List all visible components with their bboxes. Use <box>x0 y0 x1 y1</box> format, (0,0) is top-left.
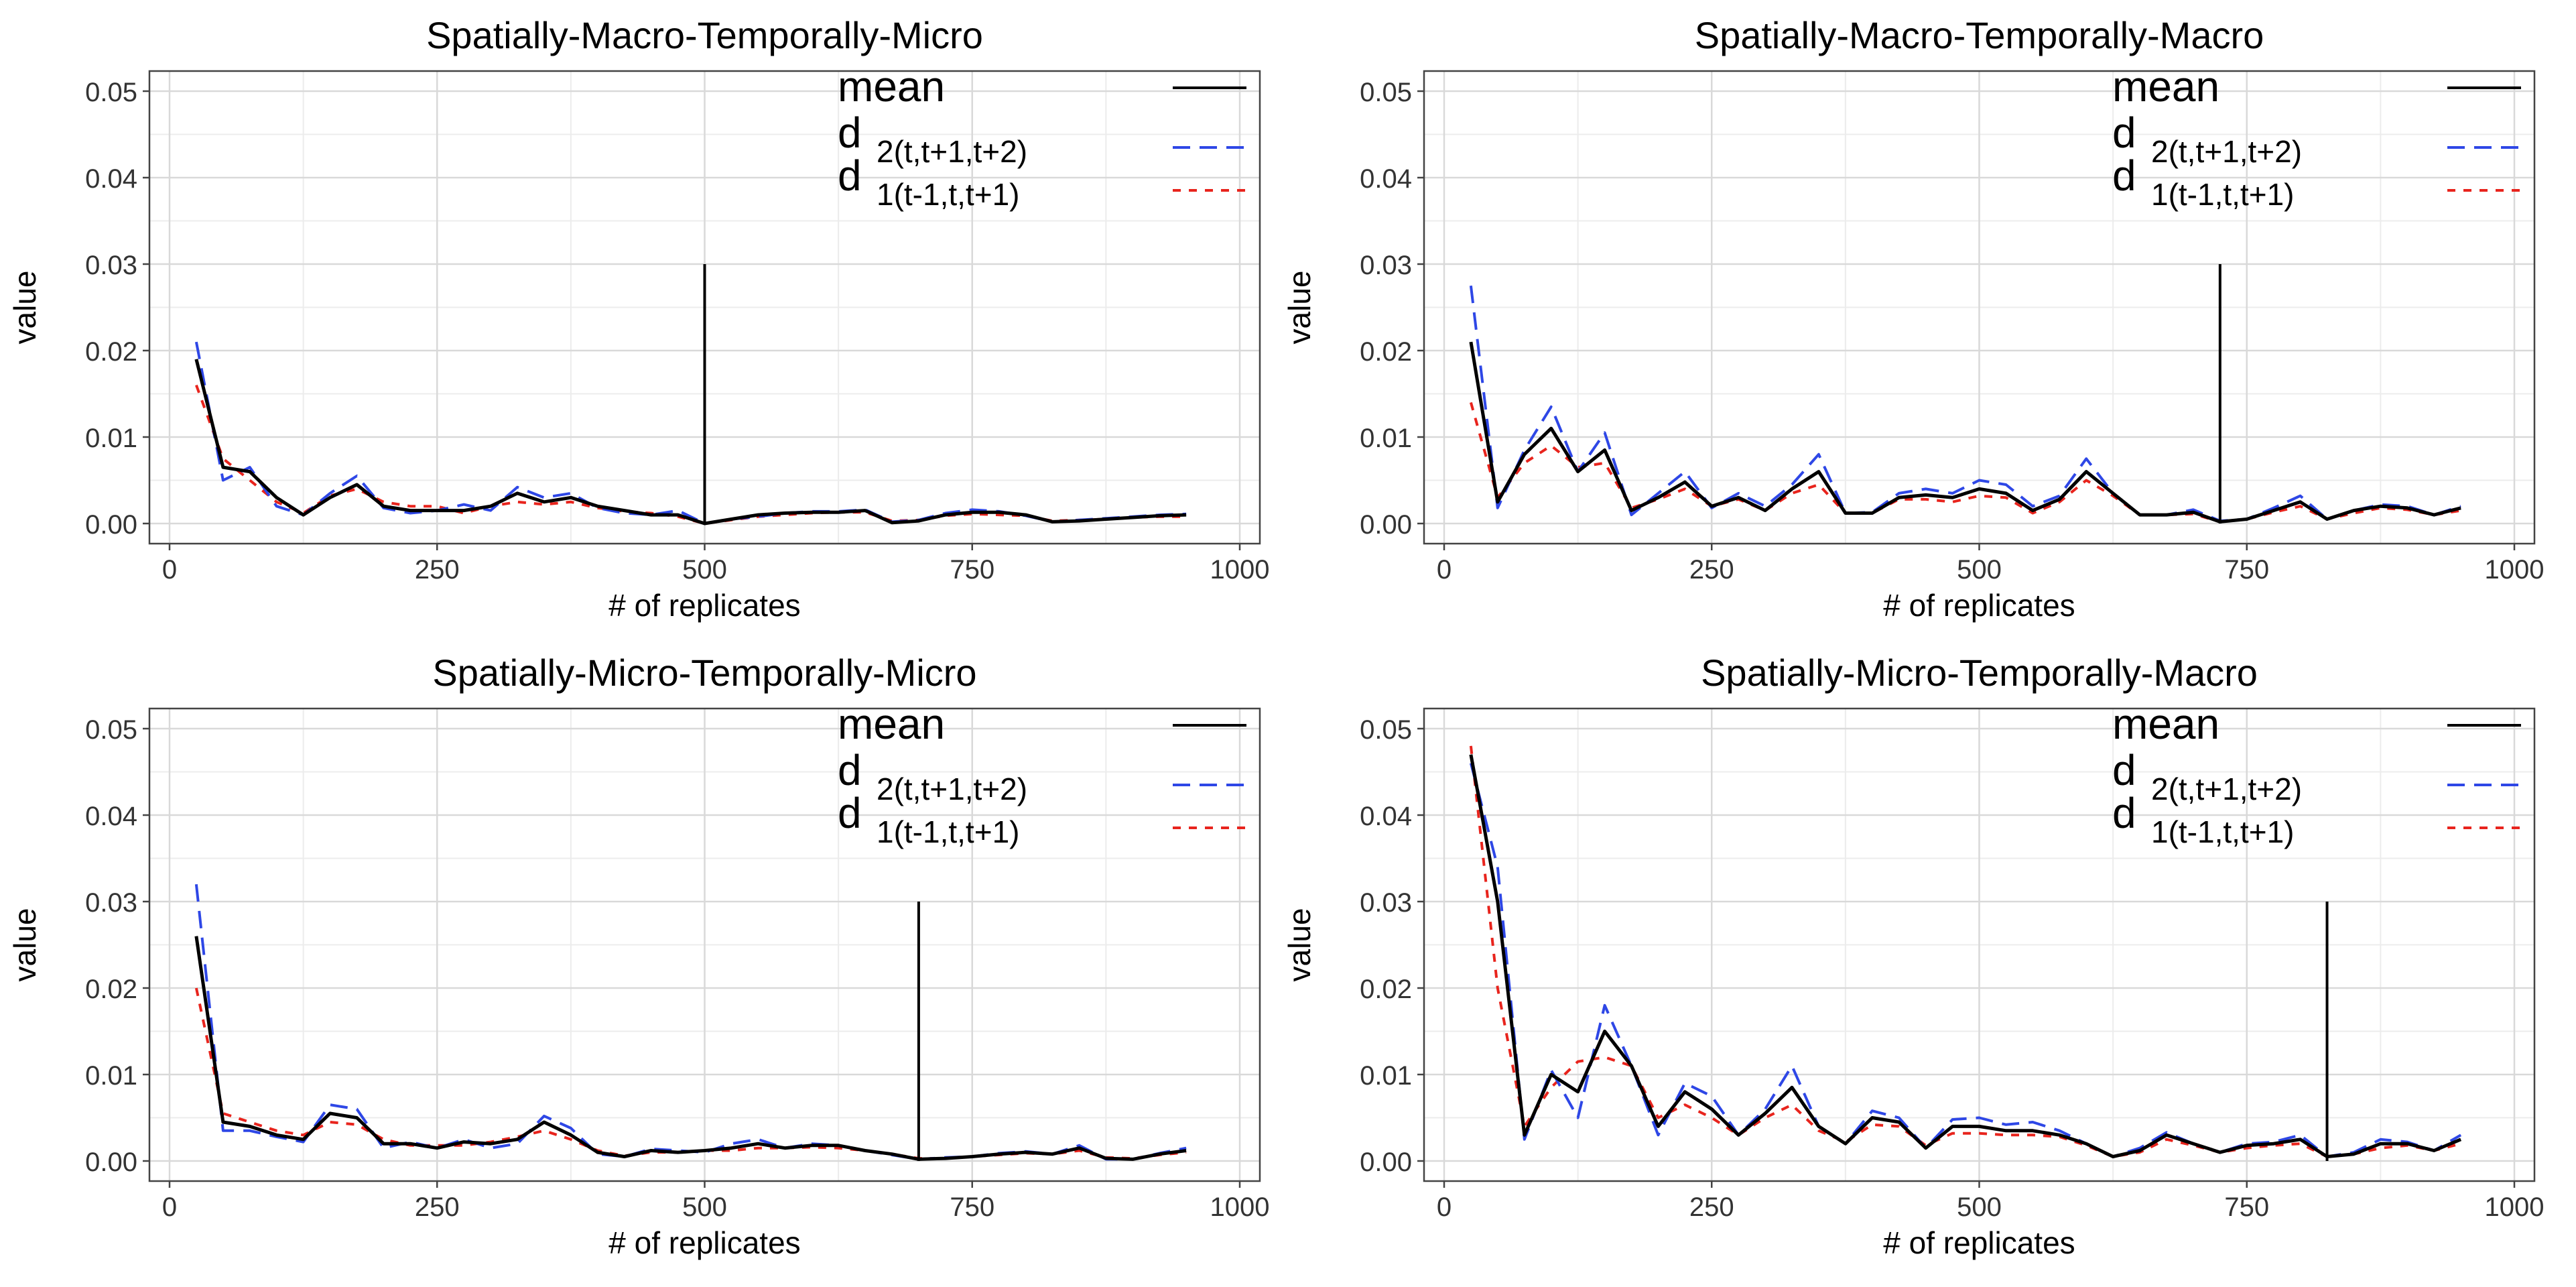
y-tick-label: 0.02 <box>85 975 137 1004</box>
y-tick-label: 0.01 <box>85 1061 137 1091</box>
y-tick-label: 0.02 <box>85 337 137 367</box>
legend-subscript: 1(t-1,t,t+1) <box>2151 814 2294 849</box>
y-tick-label: 0.04 <box>1360 802 1412 831</box>
y-tick-label: 0.00 <box>85 1148 137 1177</box>
legend-label: mean <box>838 700 945 748</box>
chart-title: Spatially-Macro-Temporally-Macro <box>1695 14 2264 56</box>
y-tick-label: 0.03 <box>1360 251 1412 280</box>
x-axis-label: # of replicates <box>608 588 800 623</box>
legend-label: d <box>838 151 862 200</box>
y-tick-label: 0.05 <box>85 78 137 107</box>
series-line-mean <box>1469 341 2461 524</box>
legend-subscript: 2(t,t+1,t+2) <box>877 134 1027 169</box>
series-line-mean <box>1469 754 2462 1158</box>
x-axis-label: # of replicates <box>608 1225 800 1260</box>
x-tick-label: 1000 <box>1210 555 1270 585</box>
x-tick-label: 1000 <box>2485 555 2545 585</box>
legend-subscript: 1(t-1,t,t+1) <box>2151 177 2294 212</box>
x-tick-label: 0 <box>162 555 177 585</box>
y-tick-label: 0.01 <box>1360 1061 1412 1091</box>
x-tick-label: 750 <box>2224 555 2269 585</box>
y-axis-label: value <box>7 908 42 982</box>
y-axis-label: value <box>1282 271 1317 345</box>
chart-panel-4: 0.00 0.01 0.02 0.03 0.04 0.05 0 250 500 750 1000 Sp… <box>1282 652 2544 1260</box>
legend-label: mean <box>838 62 945 111</box>
y-axis-label: value <box>7 271 42 345</box>
x-tick-label: 250 <box>415 1192 460 1222</box>
y-tick-label: 0.05 <box>1360 78 1412 107</box>
y-tick-label: 0.03 <box>1360 888 1412 918</box>
legend-label: d <box>838 789 862 837</box>
series-line-d2 <box>194 341 1187 525</box>
legend-subscript: 2(t,t+1,t+2) <box>2151 134 2302 169</box>
x-tick-label: 750 <box>950 555 994 585</box>
x-tick-label: 250 <box>1689 1192 1734 1222</box>
x-tick-label: 0 <box>162 1192 177 1222</box>
x-tick-label: 500 <box>1957 555 2002 585</box>
y-tick-label: 0.00 <box>1360 510 1412 540</box>
y-axis-label: value <box>1282 908 1317 982</box>
x-tick-label: 250 <box>1689 555 1734 585</box>
y-tick-label: 0.00 <box>1360 1148 1412 1177</box>
y-tick-label: 0.03 <box>85 888 137 918</box>
y-tick-label: 0.02 <box>1360 337 1412 367</box>
legend-label: mean <box>2112 700 2219 748</box>
y-tick-label: 0.01 <box>85 424 137 453</box>
chart-panel-1: 0.00 0.01 0.02 0.03 0.04 0.05 0 250 500 750 1000 Sp… <box>7 14 1269 623</box>
legend-label: mean <box>2112 62 2219 111</box>
x-tick-label: 1000 <box>2485 1192 2545 1222</box>
y-tick-label: 0.05 <box>85 715 137 745</box>
y-tick-label: 0.03 <box>85 251 137 280</box>
chart-title: Spatially-Micro-Temporally-Micro <box>432 652 976 694</box>
legend-label: d <box>2112 789 2136 837</box>
legend-subscript: 2(t,t+1,t+2) <box>2151 772 2302 806</box>
y-tick-label: 0.04 <box>1360 164 1412 194</box>
y-tick-label: 0.05 <box>1360 715 1412 745</box>
y-tick-label: 0.04 <box>85 164 137 194</box>
legend-label: d <box>2112 746 2136 794</box>
y-tick-label: 0.00 <box>85 510 137 540</box>
x-tick-label: 250 <box>415 555 460 585</box>
y-tick-label: 0.02 <box>1360 975 1412 1004</box>
chart-panel-2: 0.00 0.01 0.02 0.03 0.04 0.05 0 250 500 750 1000 Sp… <box>1282 14 2544 623</box>
series-line-d2 <box>1469 286 2461 523</box>
legend-subscript: 1(t-1,t,t+1) <box>877 177 1019 212</box>
legend-subscript: 1(t-1,t,t+1) <box>877 814 1019 849</box>
legend-label: d <box>838 746 862 794</box>
y-tick-label: 0.04 <box>85 802 137 831</box>
x-axis-label: # of replicates <box>1883 588 2075 623</box>
chart-title: Spatially-Micro-Temporally-Macro <box>1701 652 2258 694</box>
x-tick-label: 0 <box>1437 555 1452 585</box>
legend-label: d <box>2112 109 2136 157</box>
x-tick-label: 0 <box>1437 1192 1452 1222</box>
x-tick-label: 500 <box>1957 1192 2002 1222</box>
legend-subscript: 2(t,t+1,t+2) <box>877 772 1027 806</box>
x-axis-label: # of replicates <box>1883 1225 2075 1260</box>
x-tick-label: 750 <box>950 1192 994 1222</box>
series-line-mean <box>194 936 1187 1161</box>
x-tick-label: 750 <box>2224 1192 2269 1222</box>
x-tick-label: 500 <box>682 555 727 585</box>
chart-title: Spatially-Macro-Temporally-Micro <box>426 14 983 56</box>
x-tick-label: 500 <box>682 1192 727 1222</box>
legend-label: d <box>2112 151 2136 200</box>
x-tick-label: 1000 <box>1210 1192 1270 1222</box>
chart-panel-3: 0.00 0.01 0.02 0.03 0.04 0.05 0 250 500 750 1000 Sp… <box>7 652 1269 1260</box>
legend-label: d <box>838 109 862 157</box>
y-tick-label: 0.01 <box>1360 424 1412 453</box>
series-line-mean <box>194 359 1187 526</box>
